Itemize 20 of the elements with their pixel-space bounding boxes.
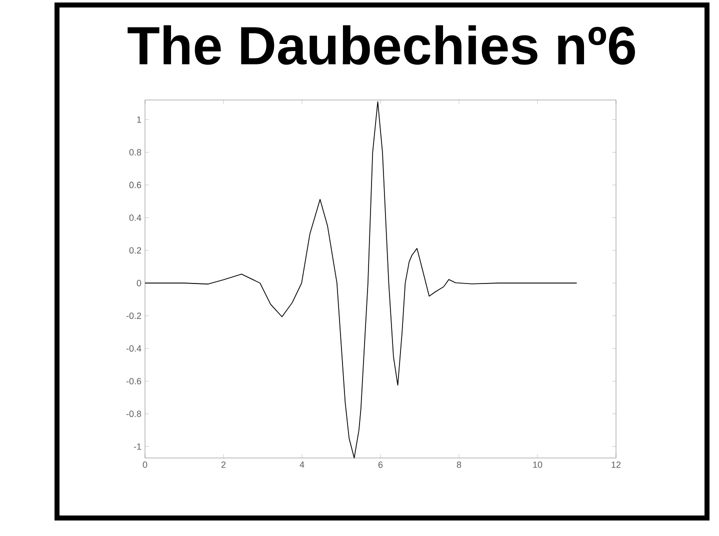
line-series — [144, 101, 578, 458]
y-tick-label: 0.8 — [129, 149, 142, 156]
y-tick-label: -0.8 — [126, 410, 142, 418]
y-tick-label: 0.2 — [129, 247, 142, 254]
x-tick-label: 8 — [456, 462, 462, 468]
y-tick-label: -0.6 — [126, 378, 142, 384]
y-tick-label: -1 — [134, 443, 142, 450]
y-tick-label: 0.6 — [129, 182, 142, 188]
x-tick-label: 6 — [378, 462, 383, 468]
y-tick-label: 1 — [137, 116, 142, 123]
y-tick-label: -0.4 — [126, 345, 142, 352]
x-tick-label: 12 — [612, 462, 621, 468]
x-tick-label: 10 — [533, 462, 542, 468]
x-tick-label: 4 — [300, 462, 304, 468]
y-tick-label: -0.2 — [126, 312, 142, 319]
y-tick-label: 0.4 — [129, 214, 142, 221]
y-tick-label: 0 — [136, 280, 142, 286]
x-tick-label: 2 — [221, 462, 226, 468]
x-tick-label: 0 — [142, 462, 148, 468]
chart-title: The Daubechies nº6 — [128, 25, 635, 65]
